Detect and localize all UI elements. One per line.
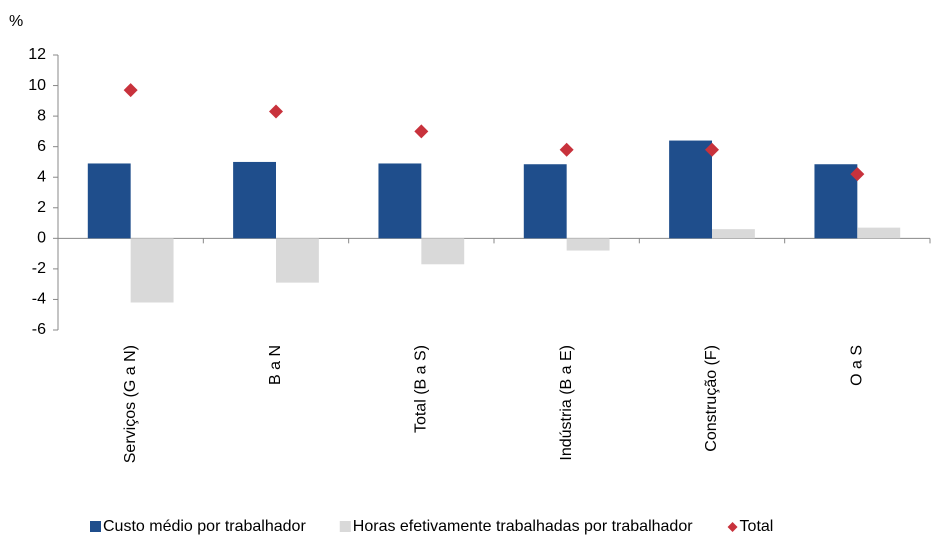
bar (857, 227, 901, 239)
legend-swatch (339, 521, 351, 532)
y-tick-label: 8 (37, 107, 46, 124)
total-marker (850, 167, 865, 182)
x-tick-label: O a S (849, 345, 866, 386)
legend-marker (727, 522, 738, 532)
bar (130, 238, 174, 303)
x-tick-label: Serviços (G a N) (122, 345, 139, 463)
total-marker (559, 142, 574, 157)
total-marker (269, 104, 283, 119)
x-tick-label: Construção (F) (703, 345, 720, 452)
bar (87, 163, 131, 239)
bar (566, 238, 610, 251)
y-tick-label: 12 (28, 46, 46, 63)
legend-label: Total (740, 518, 774, 535)
total-marker (414, 124, 429, 139)
bar (421, 238, 465, 265)
legend-swatch (90, 521, 101, 532)
y-tick-label: -4 (32, 291, 46, 308)
y-tick-label: 6 (37, 138, 46, 155)
bar (233, 161, 276, 239)
bar (276, 238, 319, 283)
y-tick-label: 0 (37, 230, 46, 247)
y-tick-label: 2 (37, 199, 46, 216)
bar (523, 164, 567, 239)
x-tick-label: Indústria (B a E) (558, 345, 575, 461)
bar (712, 229, 755, 239)
bar (669, 140, 712, 239)
legend-label: Custo médio por trabalhador (103, 518, 306, 535)
legend-label: Horas efetivamente trabalhadas por traba… (353, 518, 693, 535)
y-tick-label: -2 (32, 260, 46, 277)
x-tick-label: Total (B a S) (413, 345, 430, 433)
y-tick-label: 4 (37, 168, 46, 185)
x-tick-label: B a N (267, 345, 284, 385)
y-tick-label: 10 (28, 77, 46, 94)
bar (814, 164, 858, 239)
y-unit: % (9, 13, 23, 30)
total-marker (123, 83, 138, 98)
bar (378, 163, 422, 239)
total-marker (705, 142, 719, 157)
y-tick-label: -6 (32, 321, 46, 338)
